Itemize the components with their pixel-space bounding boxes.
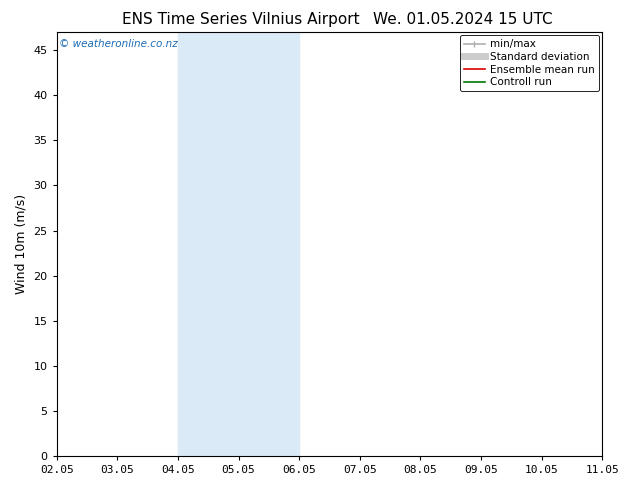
Legend: min/max, Standard deviation, Ensemble mean run, Controll run: min/max, Standard deviation, Ensemble me…: [460, 35, 599, 92]
Text: ENS Time Series Vilnius Airport: ENS Time Series Vilnius Airport: [122, 12, 359, 27]
Text: © weatheronline.co.nz: © weatheronline.co.nz: [60, 39, 178, 49]
Text: We. 01.05.2024 15 UTC: We. 01.05.2024 15 UTC: [373, 12, 553, 27]
Bar: [178, 32, 299, 456]
Bar: [602, 32, 634, 456]
Y-axis label: Wind 10m (m/s): Wind 10m (m/s): [15, 194, 28, 294]
